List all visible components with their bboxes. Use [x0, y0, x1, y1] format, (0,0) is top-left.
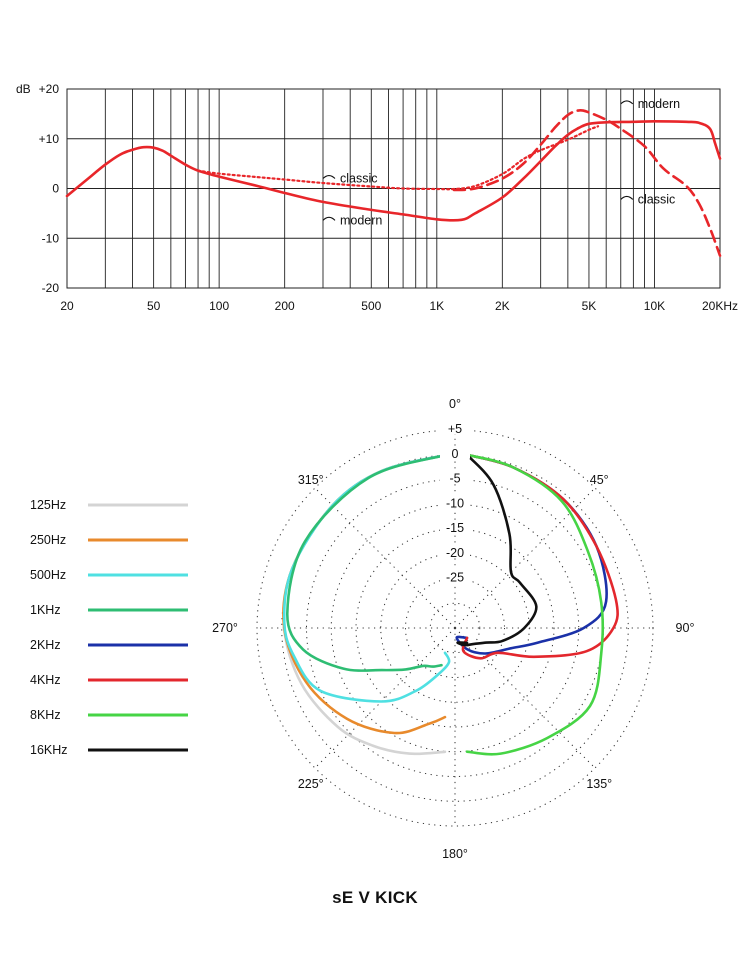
- annotation: modern: [620, 97, 680, 111]
- x-tick-label: 10K: [644, 299, 665, 313]
- legend-item: 500Hz: [30, 568, 188, 582]
- polar-grid: [256, 429, 654, 827]
- angle-label: 180°: [442, 847, 468, 861]
- polar-ring: [355, 528, 555, 728]
- angle-label: 90°: [676, 621, 695, 635]
- plot-frame: [66, 88, 721, 289]
- ring-label-bg: [440, 544, 470, 558]
- polar-ring: [256, 429, 654, 827]
- y-tick-label: +10: [39, 132, 60, 146]
- y-unit-label: dB: [16, 82, 31, 96]
- ring-label-bg: [440, 569, 470, 583]
- x-tick-label: 100: [209, 299, 229, 313]
- legend-label: 4KHz: [30, 673, 61, 687]
- legend-item: 2KHz: [30, 638, 188, 652]
- ring-label: +5: [448, 422, 462, 436]
- legend-item: 16KHz: [30, 743, 188, 757]
- series-line-classic-dotted: [196, 125, 600, 191]
- ring-label-bg: [440, 421, 470, 434]
- polar-line-500Hz: [282, 453, 451, 703]
- x-tick-label: 500: [361, 299, 381, 313]
- legend-item: 250Hz: [30, 533, 188, 547]
- annotation-marker: [322, 216, 336, 221]
- annotation: classic: [620, 192, 676, 206]
- legend-item: 4KHz: [30, 673, 188, 687]
- ring-label-bg: [440, 470, 470, 484]
- frequency-response-chart: +20 +10 0 -10 -20 dB 20 50 100 200 500 1K 2K 5K 10K 20K…: [16, 82, 738, 313]
- polar-line-1KHz: [285, 453, 449, 672]
- polar-ring: [405, 578, 505, 678]
- ring-label-bg: [440, 520, 470, 533]
- ring-label: -20: [446, 546, 464, 560]
- x-tick-label: 2K: [495, 299, 510, 313]
- series-line-classic-dashed: [452, 109, 722, 257]
- angle-label: 225°: [298, 777, 324, 791]
- legend-label: 1KHz: [30, 603, 61, 617]
- annotation-label: modern: [340, 213, 382, 227]
- legend-label: 8KHz: [30, 708, 61, 722]
- annotation-label: classic: [340, 172, 378, 186]
- ring-label: -15: [446, 521, 464, 535]
- ring-label: -25: [446, 571, 464, 585]
- polar-line-16KHz: [456, 453, 538, 647]
- legend-item: 125Hz: [30, 498, 188, 512]
- legend-label: 2KHz: [30, 638, 61, 652]
- legend-item: 1KHz: [30, 603, 188, 617]
- annotation-label: classic: [638, 192, 676, 206]
- angle-label: 0°: [449, 397, 461, 411]
- polar-pattern-chart: +5 0 -5 -10 -15 -20 -25 0° 45° 90° 135° 180° 225° 270…: [30, 397, 695, 861]
- y-tick-label: -10: [42, 231, 60, 245]
- series-line-modern-solid: [65, 120, 722, 222]
- ring-label: 0: [452, 447, 459, 461]
- x-tick-label: 50: [147, 299, 161, 313]
- annotation-marker: [620, 195, 634, 200]
- annotation-label: modern: [638, 97, 680, 111]
- y-tick-label: -20: [42, 281, 60, 295]
- y-tick-label: 0: [52, 182, 59, 196]
- annotation: classic: [322, 172, 378, 186]
- x-tick-label: 20: [60, 299, 74, 313]
- legend: 125Hz 250Hz 500Hz 1KHz 2KHz 4KHz 8KHz 16KHz: [30, 498, 188, 757]
- angle-label: 45°: [590, 473, 609, 487]
- ring-label: -5: [449, 472, 460, 486]
- polar-line-125Hz: [282, 453, 449, 756]
- polar-ring: [429, 602, 481, 654]
- chart-caption: sE V KICK: [332, 888, 418, 907]
- polar-spoke: [314, 627, 456, 769]
- ring-label: -10: [446, 496, 464, 510]
- x-tick-label: 5K: [582, 299, 597, 313]
- angle-label: 315°: [298, 473, 324, 487]
- polar-ring: [330, 503, 580, 753]
- annotation: modern: [322, 213, 382, 227]
- ring-label-bg: [440, 445, 470, 459]
- angle-label: 135°: [586, 777, 612, 791]
- polar-line-250Hz: [282, 453, 449, 735]
- angle-label: 270°: [212, 621, 238, 635]
- legend-label: 125Hz: [30, 498, 66, 512]
- x-tick-label: 20KHz: [702, 299, 738, 313]
- legend-item: 8KHz: [30, 708, 188, 722]
- legend-label: 16KHz: [30, 743, 68, 757]
- y-tick-label: +20: [39, 82, 60, 96]
- annotation-marker: [620, 100, 634, 105]
- x-tick-label: 1K: [429, 299, 444, 313]
- annotation-marker: [322, 174, 336, 179]
- polar-series: [282, 453, 619, 756]
- legend-label: 500Hz: [30, 568, 66, 582]
- legend-label: 250Hz: [30, 533, 66, 547]
- polar-line-8KHz: [465, 453, 605, 756]
- ring-label-bg: [440, 495, 470, 509]
- x-tick-label: 200: [275, 299, 295, 313]
